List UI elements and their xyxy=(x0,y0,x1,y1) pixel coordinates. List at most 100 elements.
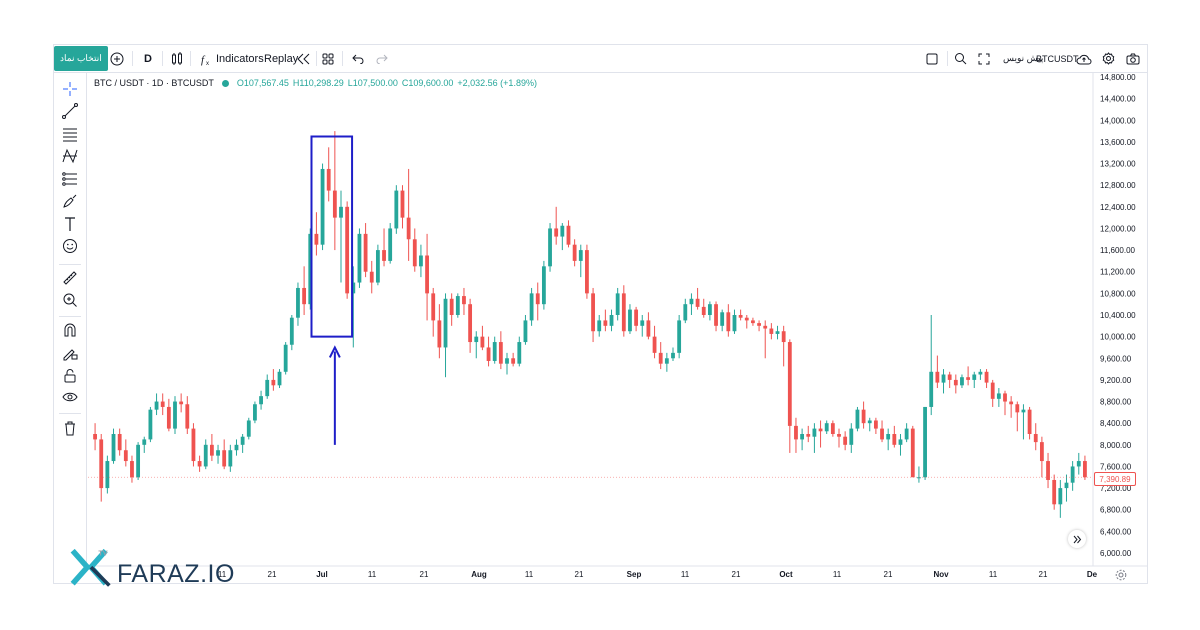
text-icon[interactable] xyxy=(61,215,79,233)
candle-body xyxy=(621,293,626,332)
candle-body xyxy=(1046,461,1050,480)
candle-body xyxy=(357,233,362,283)
lock-icon[interactable] xyxy=(61,367,79,385)
candle-body xyxy=(179,401,184,405)
crosshair-icon[interactable] xyxy=(61,80,79,98)
candle-body xyxy=(455,296,460,315)
candle-body xyxy=(222,450,227,467)
legend-title[interactable]: BTC / USDT · 1D · BTCUSDT xyxy=(94,78,214,88)
fullscreen-square-icon[interactable] xyxy=(926,45,938,72)
magnet-icon[interactable] xyxy=(61,321,79,339)
candle-body xyxy=(861,409,866,424)
candle-body xyxy=(1021,409,1026,413)
candle-body xyxy=(892,434,897,445)
x-tick-label: 21 xyxy=(1039,570,1048,579)
x-tick-label: 11 xyxy=(833,570,842,579)
candle-body xyxy=(173,401,177,429)
trash-icon[interactable] xyxy=(61,419,79,437)
candle-body xyxy=(658,352,663,364)
replay-button[interactable]: Replay xyxy=(264,52,299,65)
undo-icon[interactable] xyxy=(352,45,364,72)
candle-body xyxy=(320,168,325,245)
candle-body xyxy=(339,206,343,218)
candle-body xyxy=(800,434,805,440)
layout-grid-icon[interactable] xyxy=(322,45,334,72)
ruler-icon[interactable] xyxy=(61,269,79,287)
candle-body xyxy=(296,287,300,318)
legend-close: C109,600.00 xyxy=(401,78,454,88)
candle-body xyxy=(240,436,245,445)
candle-body xyxy=(271,379,276,386)
emoji-icon[interactable] xyxy=(61,237,79,255)
redo-icon[interactable] xyxy=(376,45,388,72)
scroll-to-realtime-icon[interactable] xyxy=(1068,530,1086,548)
y-tick-label: 14,000.00 xyxy=(1100,116,1136,125)
faraz-logo-icon: TV xyxy=(70,548,111,587)
candle-body xyxy=(794,425,798,440)
candle-body xyxy=(867,420,872,424)
candle-body xyxy=(886,434,891,440)
candle-body xyxy=(246,420,251,437)
lock-drawings-icon[interactable] xyxy=(61,344,79,362)
candle-body xyxy=(160,401,165,407)
axis-settings-gear-icon[interactable] xyxy=(1115,568,1127,586)
candle-body xyxy=(781,331,786,343)
camera-icon[interactable] xyxy=(1126,45,1140,72)
fib-icon[interactable] xyxy=(61,125,79,143)
zoom-icon[interactable] xyxy=(61,291,79,309)
x-tick-label: 21 xyxy=(268,570,277,579)
chart-legend: BTC / USDT · 1D · BTCUSDT O107,567.45 H1… xyxy=(94,78,537,88)
y-tick-label: 8,800.00 xyxy=(1100,398,1132,407)
candle-body xyxy=(388,228,393,261)
candle-body xyxy=(984,371,989,383)
candle-body xyxy=(351,282,356,294)
candle-body xyxy=(425,255,429,294)
indicators-button[interactable]: Indicators xyxy=(216,52,264,65)
candle-body xyxy=(541,266,546,305)
projection-icon[interactable] xyxy=(61,170,79,188)
y-tick-label: 10,800.00 xyxy=(1100,289,1136,298)
x-tick-label: 21 xyxy=(575,570,584,579)
candle-body xyxy=(480,336,485,348)
fullscreen-icon[interactable] xyxy=(978,45,990,72)
candle-body xyxy=(468,304,473,343)
replay-icon[interactable] xyxy=(296,45,310,72)
candle-body xyxy=(197,461,202,467)
y-tick-label: 9,600.00 xyxy=(1100,354,1132,363)
x-tick-label: 11 xyxy=(989,570,998,579)
eye-icon[interactable] xyxy=(61,388,79,406)
candle-body xyxy=(93,434,97,440)
candle-body xyxy=(283,344,288,372)
brush-icon[interactable] xyxy=(61,192,79,210)
x-tick-label: 21 xyxy=(884,570,893,579)
settings-gear-icon[interactable] xyxy=(1102,45,1115,72)
trend-line-icon[interactable] xyxy=(61,102,79,120)
interval-button[interactable]: D xyxy=(144,52,152,65)
candle-body xyxy=(597,320,602,332)
pattern-icon[interactable] xyxy=(61,147,79,165)
symbol-label[interactable]: BTCUSDT xyxy=(1036,53,1079,64)
search-settings-icon[interactable] xyxy=(954,45,967,72)
y-tick-label: 12,000.00 xyxy=(1100,224,1136,233)
candle-body xyxy=(166,406,171,429)
candle-body xyxy=(277,371,282,386)
candle-body xyxy=(990,382,995,399)
candle-body xyxy=(382,250,386,261)
candle-body xyxy=(326,168,331,191)
publish-label[interactable]: پیش نویس xyxy=(1003,53,1044,63)
candle-body xyxy=(1058,488,1063,505)
cloud-upload-icon[interactable] xyxy=(1076,45,1092,72)
y-tick-label: 7,200.00 xyxy=(1100,484,1132,493)
candle-body xyxy=(923,406,927,478)
x-tick-label: 11 xyxy=(218,570,227,579)
x-tick-label: 11 xyxy=(525,570,534,579)
candle-type-icon[interactable] xyxy=(171,45,183,72)
candle-body xyxy=(148,409,153,440)
add-symbol-icon[interactable] xyxy=(110,45,124,72)
candle-body xyxy=(498,342,503,364)
y-tick-label: 8,400.00 xyxy=(1100,419,1132,428)
candle-body xyxy=(517,342,522,364)
candle-body xyxy=(929,371,934,407)
symbol-select-button[interactable]: انتخاب نماد xyxy=(54,46,108,71)
